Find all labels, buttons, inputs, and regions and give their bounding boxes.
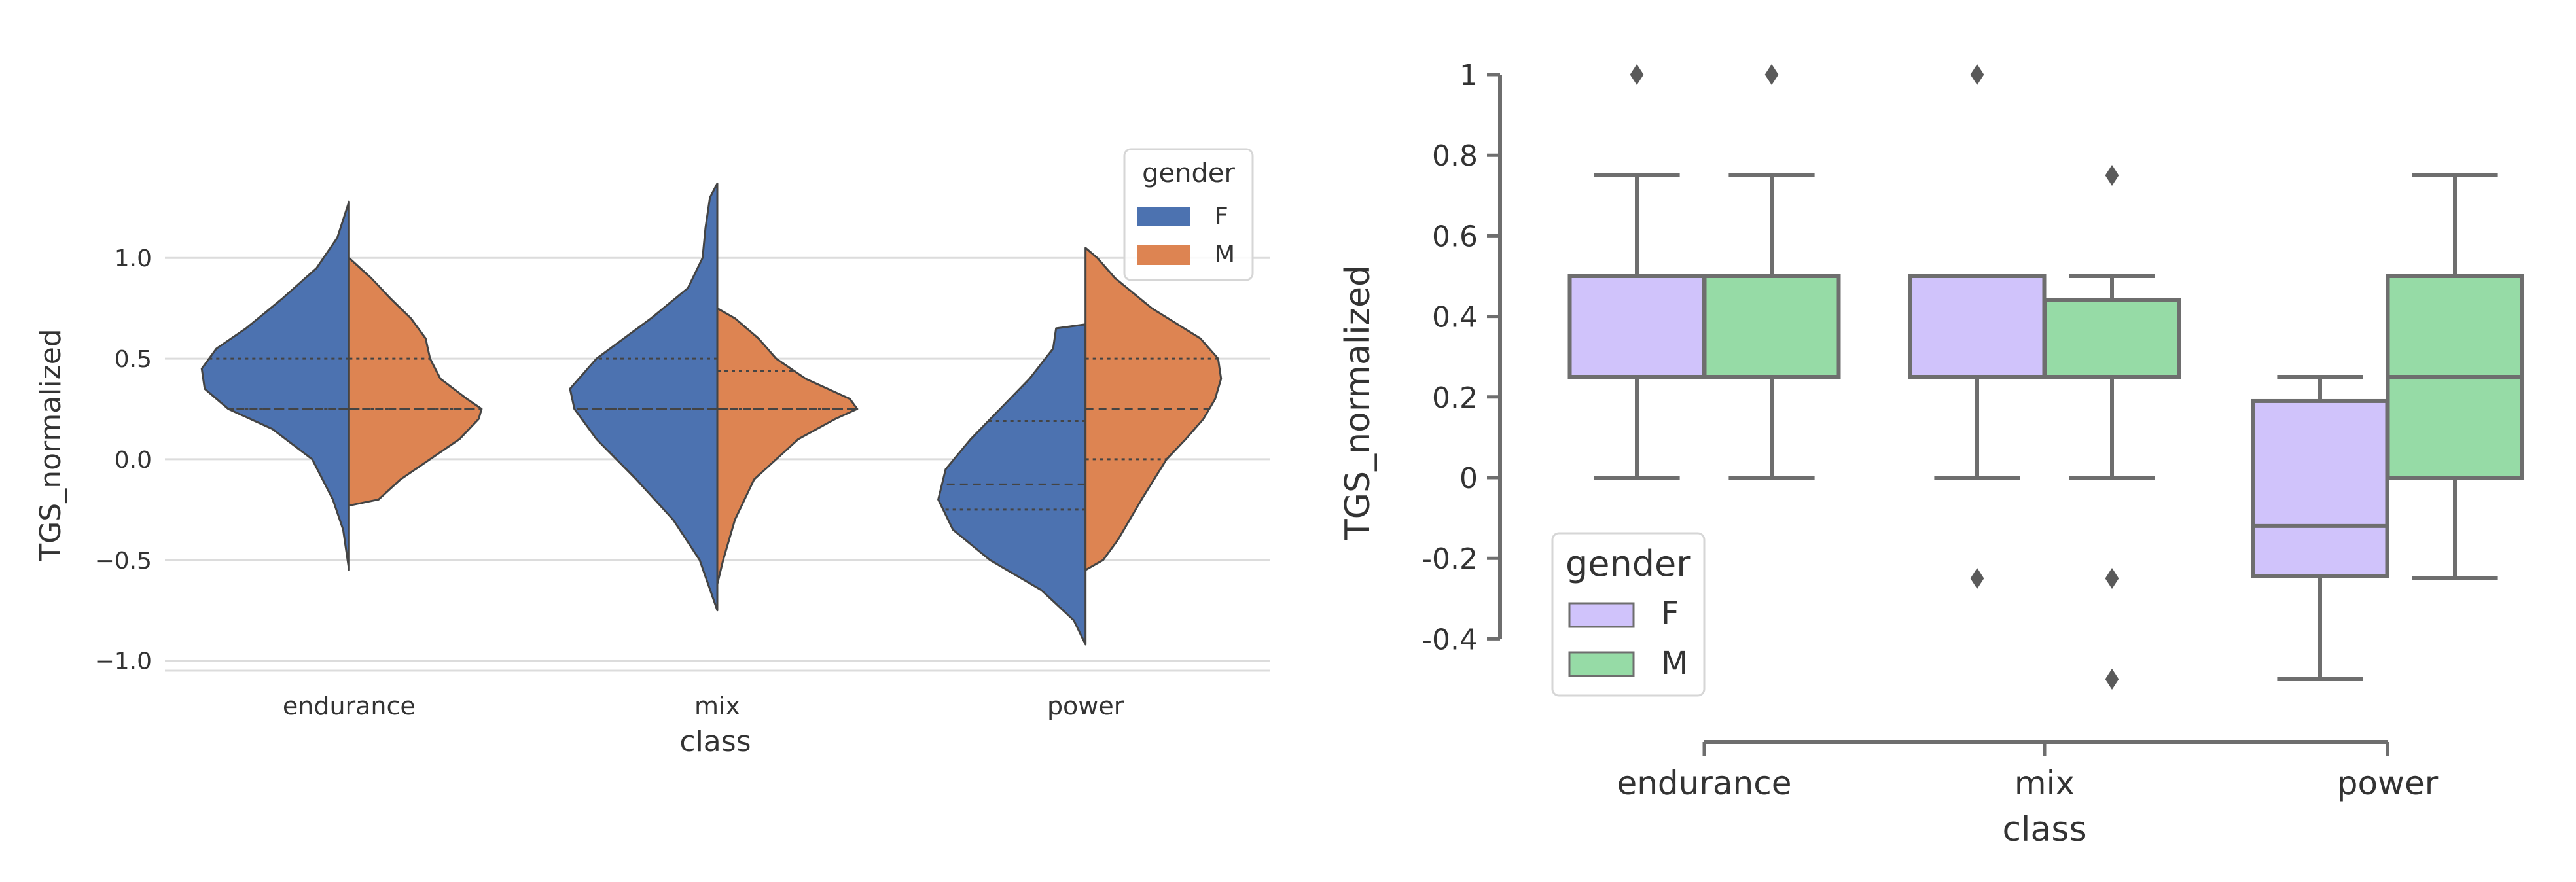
violin-half-m-endurance [348, 256, 483, 507]
violin-legend-swatch-f [1137, 207, 1190, 226]
violin-half-m-mix [716, 307, 859, 586]
violin-y-tick-label: −1.0 [95, 648, 152, 675]
violin-x-tick-label: mix [694, 692, 740, 720]
violin-x-ticks: endurance mix power [283, 692, 1124, 720]
violin-legend-label-m: M [1215, 241, 1235, 268]
box-outlier-point [2105, 669, 2119, 690]
violin-half-f-power [937, 323, 1087, 646]
box-x-tick-label: power [2337, 764, 2439, 802]
box-chart: -0.4 -0.2 0 0.2 0.4 0.6 0.8 1 endurance mix power… [1338, 59, 2524, 849]
box-y-ticks: -0.4 -0.2 0 0.2 0.4 0.6 0.8 1 [1422, 59, 1500, 656]
box-x-tick-label: mix [2014, 764, 2075, 802]
box-outlier-point [1630, 64, 1644, 85]
box-y-tick-label: 0.8 [1432, 139, 1478, 173]
box-f-endurance [1567, 274, 1706, 379]
violin-y-tick-label: 0.5 [115, 346, 152, 373]
violin-y-axis-label: TGS_normalized [34, 328, 67, 561]
violin-chart: −1.0 −0.5 0.0 0.5 1.0 endurance mix power TGS_… [34, 148, 1270, 758]
box-x-ticks: endurance mix power [1617, 742, 2439, 802]
box-y-tick-label: 0.6 [1432, 220, 1478, 253]
box-y-tick-label: -0.4 [1422, 623, 1478, 656]
violin-half-f-endurance [200, 200, 350, 571]
box-y-axis-label: TGS_normalized [1338, 265, 1378, 540]
box-plots [1567, 64, 2524, 690]
box-f-power [2251, 398, 2389, 578]
box-x-tick-label: endurance [1617, 764, 1791, 802]
box-outlier-point [1970, 64, 1984, 85]
violin-shapes [200, 182, 1223, 646]
violin-y-tick-label: 1.0 [115, 245, 152, 272]
box-legend-swatch-m [1568, 651, 1635, 677]
box-outlier-point [1764, 64, 1779, 85]
violin-legend-title: gender [1142, 158, 1235, 188]
violin-y-tick-label: 0.0 [115, 447, 152, 474]
violin-x-tick-label: endurance [283, 692, 416, 720]
box-y-tick-label: -0.2 [1422, 542, 1478, 576]
violin-half-f-mix [569, 182, 719, 612]
box-legend-swatch-f [1568, 602, 1635, 628]
box-outlier-point [2105, 165, 2119, 186]
violin-x-axis-label: class [679, 725, 751, 758]
box-legend: gender F M [1551, 532, 1706, 697]
box-y-tick-label: 0 [1459, 462, 1478, 495]
box-m-endurance [1702, 274, 1841, 379]
box-legend-label-f: F [1661, 595, 1679, 632]
violin-y-ticks: −1.0 −0.5 0.0 0.5 1.0 [95, 245, 152, 675]
box-y-tick-label: 0.4 [1432, 301, 1478, 334]
violin-legend-swatch-m [1137, 245, 1190, 265]
violin-legend: gender F M [1123, 148, 1254, 281]
box-outlier-point [2105, 568, 2119, 589]
violin-x-tick-label: power [1047, 692, 1124, 720]
box-f-mix [1908, 274, 2047, 379]
violin-legend-label-f: F [1215, 203, 1228, 230]
box-x-axis-label: class [2002, 810, 2086, 849]
box-y-tick-label: 0.2 [1432, 381, 1478, 415]
box-outlier-point [1970, 568, 1984, 589]
box-y-tick-label: 1 [1459, 59, 1478, 92]
violin-y-tick-label: −0.5 [95, 548, 152, 574]
box-legend-label-m: M [1661, 645, 1688, 682]
box-legend-title: gender [1565, 543, 1691, 584]
box-m-mix [2043, 298, 2181, 379]
